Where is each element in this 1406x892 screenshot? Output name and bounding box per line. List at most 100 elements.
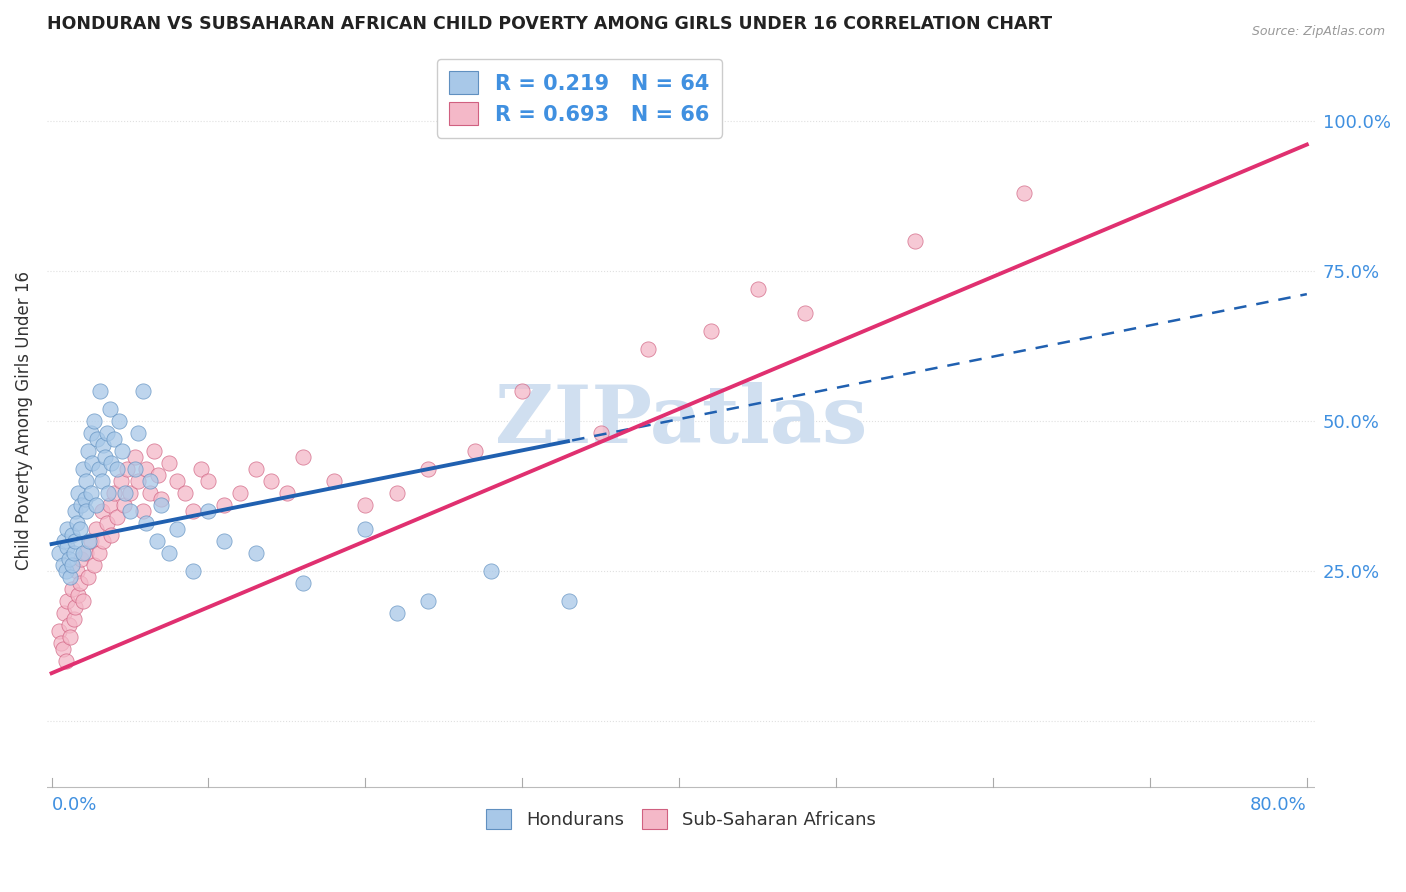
Point: [124, 450, 146, 464]
Point: [107, 462, 129, 476]
Point: [73, 491, 96, 506]
Text: 80.0%: 80.0%: [1250, 797, 1306, 814]
Point: [139, 474, 162, 488]
Point: [166, 522, 188, 536]
Point: [93, 438, 115, 452]
Point: [72, 594, 94, 608]
Point: [82, 456, 104, 470]
Point: [86, 432, 108, 446]
Point: [118, 504, 141, 518]
Point: [80, 534, 103, 549]
Y-axis label: Child Poverty Among Girls Under 16: Child Poverty Among Girls Under 16: [15, 271, 32, 570]
Point: [84, 498, 107, 512]
Point: [67, 588, 90, 602]
Point: [212, 498, 235, 512]
Point: [94, 450, 117, 464]
Point: [385, 606, 408, 620]
Point: [98, 498, 121, 512]
Point: [112, 498, 135, 512]
Point: [124, 462, 146, 476]
Point: [150, 498, 173, 512]
Point: [62, 546, 84, 560]
Point: [131, 384, 153, 398]
Point: [69, 576, 91, 591]
Text: ZIPatlas: ZIPatlas: [495, 382, 868, 460]
Point: [60, 528, 83, 542]
Point: [98, 401, 121, 416]
Point: [1014, 186, 1036, 200]
Point: [53, 534, 76, 549]
Point: [49, 636, 72, 650]
Point: [66, 564, 89, 578]
Point: [62, 612, 84, 626]
Point: [464, 444, 486, 458]
Point: [55, 654, 77, 668]
Point: [145, 534, 167, 549]
Point: [58, 618, 80, 632]
Point: [131, 504, 153, 518]
Point: [72, 546, 94, 560]
Point: [637, 342, 659, 356]
Point: [76, 570, 98, 584]
Point: [100, 456, 122, 470]
Point: [245, 546, 267, 560]
Point: [142, 444, 165, 458]
Point: [63, 504, 86, 518]
Legend: Hondurans, Sub-Saharan Africans: Hondurans, Sub-Saharan Africans: [479, 802, 883, 837]
Point: [56, 522, 79, 536]
Point: [699, 324, 721, 338]
Point: [83, 414, 105, 428]
Point: [107, 510, 129, 524]
Point: [354, 498, 377, 512]
Point: [181, 564, 204, 578]
Point: [63, 534, 86, 549]
Point: [97, 486, 120, 500]
Point: [148, 467, 170, 482]
Point: [139, 486, 162, 500]
Point: [87, 546, 110, 560]
Point: [260, 474, 283, 488]
Point: [110, 474, 132, 488]
Point: [197, 474, 219, 488]
Text: 0.0%: 0.0%: [52, 797, 97, 814]
Point: [70, 552, 93, 566]
Point: [77, 534, 100, 549]
Point: [60, 582, 83, 596]
Point: [89, 384, 111, 398]
Point: [70, 498, 93, 512]
Point: [96, 425, 118, 440]
Point: [83, 558, 105, 572]
Point: [114, 486, 136, 500]
Point: [166, 474, 188, 488]
Point: [52, 642, 75, 657]
Point: [558, 594, 581, 608]
Point: [135, 462, 157, 476]
Point: [80, 425, 103, 440]
Point: [418, 594, 440, 608]
Text: Source: ZipAtlas.com: Source: ZipAtlas.com: [1251, 25, 1385, 38]
Point: [58, 552, 80, 566]
Point: [87, 462, 110, 476]
Point: [229, 486, 252, 500]
Point: [63, 600, 86, 615]
Point: [75, 546, 97, 560]
Point: [135, 516, 157, 530]
Point: [108, 414, 131, 428]
Point: [67, 486, 90, 500]
Point: [111, 444, 134, 458]
Point: [118, 486, 141, 500]
Point: [59, 570, 82, 584]
Point: [323, 474, 346, 488]
Point: [157, 546, 180, 560]
Point: [80, 486, 103, 500]
Point: [276, 486, 298, 500]
Point: [76, 444, 98, 458]
Point: [103, 486, 125, 500]
Point: [75, 504, 97, 518]
Point: [181, 504, 204, 518]
Point: [103, 432, 125, 446]
Point: [72, 462, 94, 476]
Point: [793, 306, 815, 320]
Point: [55, 564, 77, 578]
Point: [197, 504, 219, 518]
